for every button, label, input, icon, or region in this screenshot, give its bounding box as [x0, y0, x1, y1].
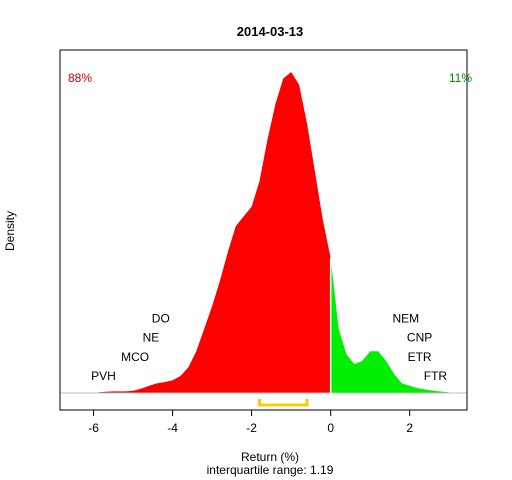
ticker-label-do: DO: [152, 311, 170, 325]
iqr-bracket: [258, 399, 309, 407]
ticker-label-ne: NE: [143, 331, 160, 345]
negative-returns-area: [85, 72, 331, 393]
x-tick-label: -2: [246, 421, 257, 435]
plot-frame: [59, 49, 468, 411]
ticker-label-etr: ETR: [408, 350, 432, 364]
positive-share-label: 11%: [449, 71, 472, 85]
ticker-label-nem: NEM: [392, 311, 419, 325]
ticker-label-cnp: CNP: [407, 331, 432, 345]
x-axis: -6 -4 -2 0 2: [88, 410, 413, 435]
x-tick-label: -6: [88, 421, 99, 435]
x-tick-label: 2: [406, 421, 413, 435]
negative-share-label: 88%: [68, 71, 92, 85]
density-areas: [85, 72, 454, 393]
ticker-label-pvh: PVH: [91, 369, 116, 383]
positive-returns-area: [330, 258, 454, 393]
ticker-annotations: PVH MCO NE DO NEM CNP ETR FTR: [91, 311, 447, 383]
x-tick-label: -4: [167, 421, 178, 435]
ticker-label-ftr: FTR: [424, 369, 448, 383]
x-tick-label: 0: [327, 421, 334, 435]
chart-title: 2014-03-13: [237, 24, 304, 39]
x-axis-label: Return (%): [241, 450, 299, 464]
y-axis-label: Density: [3, 211, 17, 251]
iqr-bracket-line: [258, 399, 309, 407]
ticker-label-mco: MCO: [121, 350, 149, 364]
iqr-subtitle: interquartile range: 1.19: [207, 463, 334, 477]
